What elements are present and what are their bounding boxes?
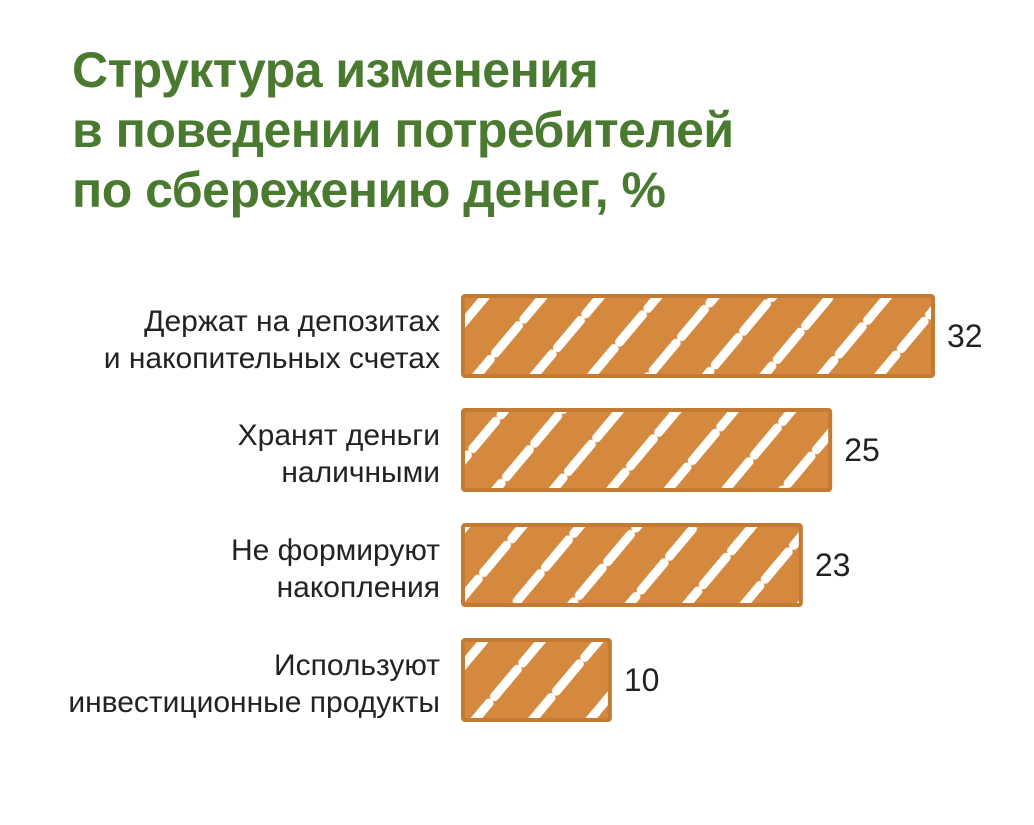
bar-4 [461,638,612,722]
bar-3 [461,523,803,607]
chart-title: Структура изменения в поведении потребит… [72,40,972,220]
category-label-3: Не формируют накопления [231,534,440,604]
bar-2 [461,408,833,492]
bar-1 [461,294,935,378]
category-label-2: Хранят деньги наличными [238,419,440,489]
chart-title-line-3: по сбережению денег, % [72,162,666,218]
category-label-1: Держат на депозитах и накопительных счета… [104,305,440,375]
value-label-4: 10 [624,662,660,698]
category-label-4: Используют инвестиционные продукты [68,649,440,719]
chart-title-line-1: Структура изменения [72,42,599,98]
value-label-2: 25 [844,432,880,468]
value-label-3: 23 [815,547,851,583]
chart-title-line-2: в поведении потребителей [72,102,734,158]
value-label-1: 32 [947,318,983,354]
